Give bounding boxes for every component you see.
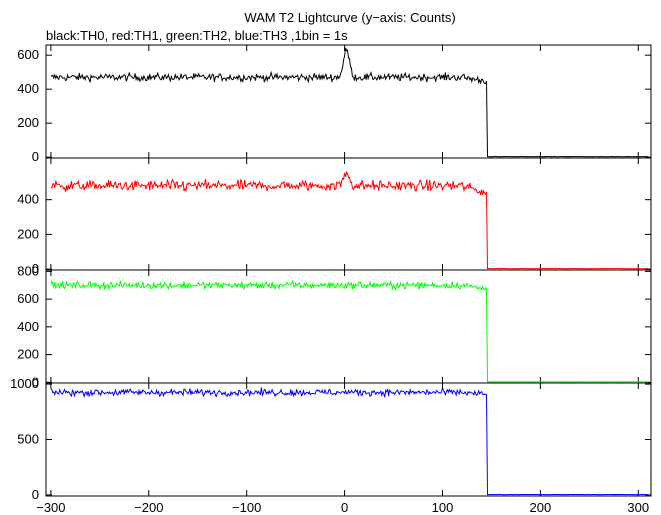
x-tick-label: 100 [432, 500, 454, 515]
panel-3: 0 500 1000 [10, 376, 652, 502]
y-tick-label: 400 [17, 81, 39, 96]
y-tick-label: 800 [17, 263, 39, 278]
x-tick-label: 300 [627, 500, 649, 515]
panel-frame [45, 382, 652, 497]
y-tick-label: 0 [32, 149, 39, 164]
y-tick-label: 0 [32, 374, 39, 389]
y-tick-label: 500 [17, 432, 39, 447]
y-tick-label: 1000 [10, 376, 39, 391]
y-tick-label: 600 [17, 47, 39, 62]
x-tick-label: −100 [232, 500, 261, 515]
y-tick-label: 400 [17, 319, 39, 334]
panel-0: 0 200 400 600 [17, 44, 652, 164]
panels: 02004006000200400020040060080005001000−3… [10, 44, 652, 515]
panel-frame [45, 157, 652, 271]
y-tick-label: 200 [17, 347, 39, 362]
y-tick-label: 0 [32, 261, 39, 276]
y-tick-label: 200 [17, 226, 39, 241]
x-tick-label: −200 [134, 500, 163, 515]
x-tick-label: 0 [341, 500, 348, 515]
series-line-0 [50, 47, 649, 158]
y-tick-label: 600 [17, 291, 39, 306]
y-tick-label: 400 [17, 192, 39, 207]
y-tick-label: 0 [32, 487, 39, 502]
series-line-3 [50, 387, 649, 496]
panel-frame [45, 44, 652, 159]
series-line-2 [50, 279, 649, 383]
x-tick-label: −300 [36, 500, 65, 515]
panel-2: 0 200 400 600 800 [17, 263, 652, 389]
y-tick-label: 200 [17, 115, 39, 130]
chart-title: WAM T2 Lightcurve (y−axis: Counts) [244, 10, 455, 25]
chart-subtitle: black:TH0, red:TH1, green:TH2, blue:TH3 … [46, 28, 348, 43]
panel-1: 0 200 400 [17, 157, 652, 276]
x-tick-label: 200 [530, 500, 552, 515]
series-line-1 [50, 170, 649, 270]
